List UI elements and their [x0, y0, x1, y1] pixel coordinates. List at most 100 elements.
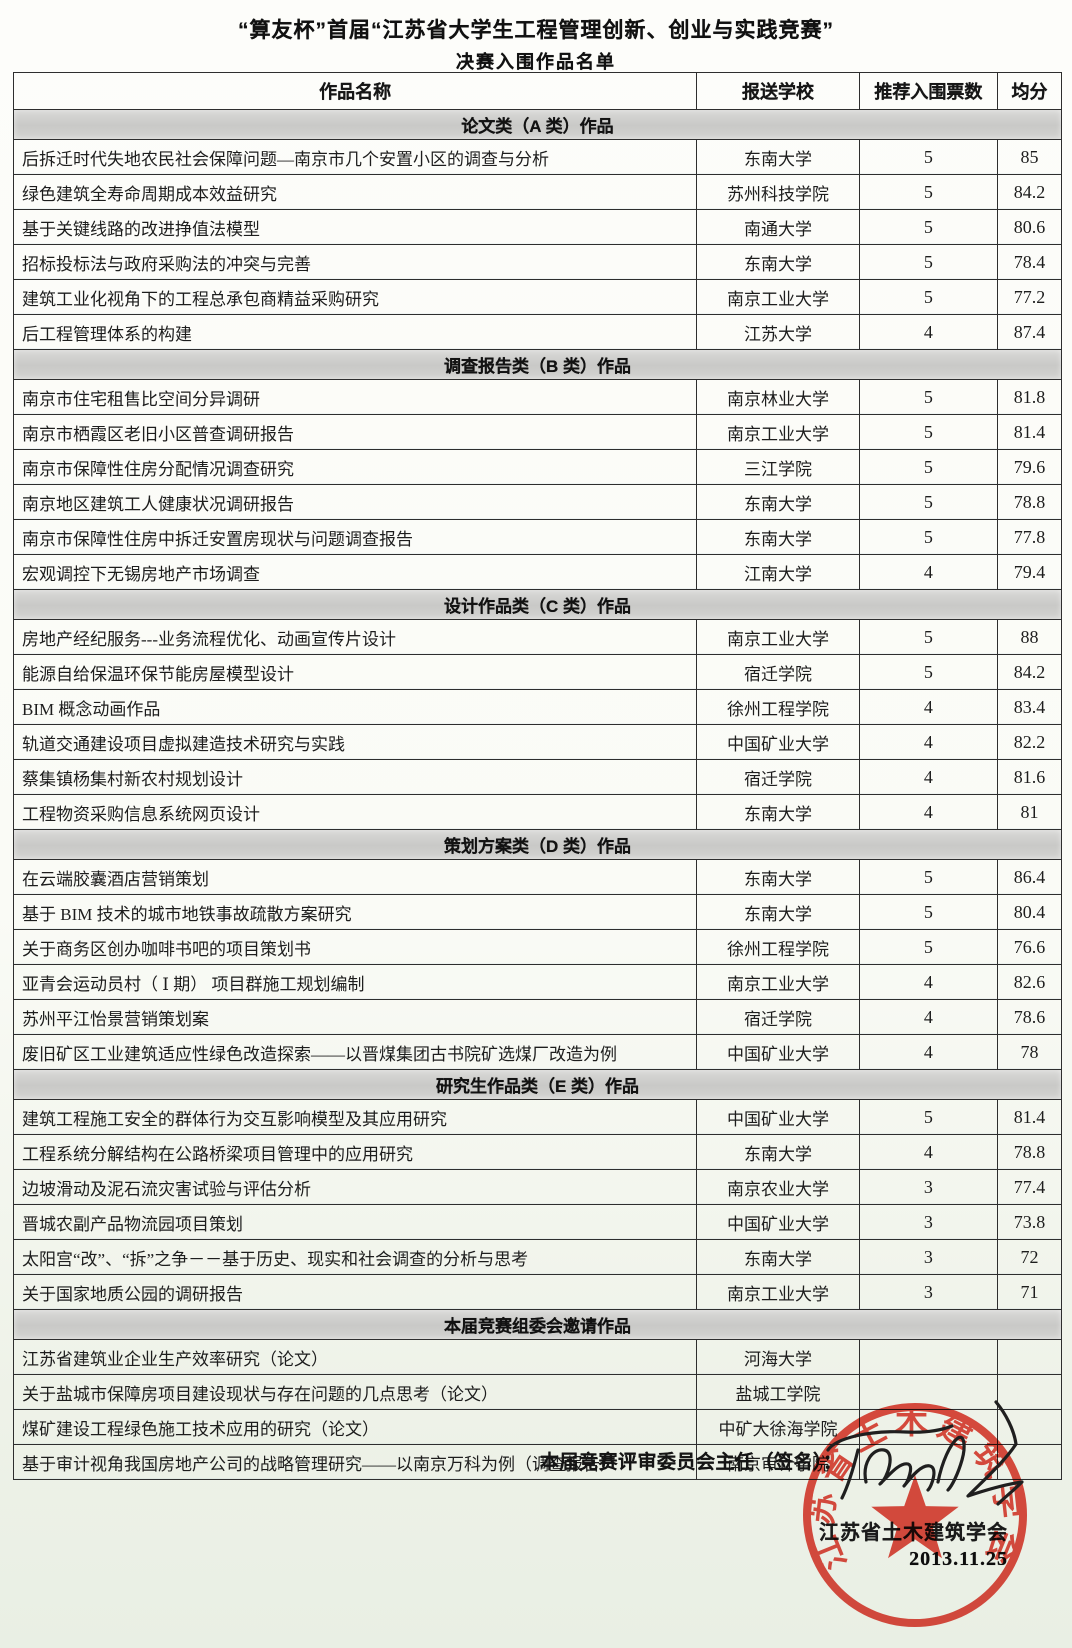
cell-score: 71: [997, 1274, 1062, 1310]
table-header-row: 作品名称 报送学校 推荐入围票数 均分: [12, 72, 1062, 110]
cell-title: 苏州平江怡景营销策划案: [12, 999, 698, 1035]
table-row: 边坡滑动及泥石流灾害试验与评估分析 南京农业大学 3 77.4: [12, 1169, 1062, 1205]
cell-school: 盐城工学院: [696, 1374, 860, 1410]
cell-title: 关于盐城市保障房项目建设现状与存在问题的几点思考（论文）: [12, 1374, 698, 1410]
cell-score: 85: [997, 139, 1062, 175]
table-row: 废旧矿区工业建筑适应性绿色改造探索——以晋煤集团古书院矿选煤厂改造为例 中国矿业大…: [12, 1034, 1062, 1070]
cell-score: 78.8: [997, 484, 1062, 520]
section-header-row: 策划方案类（D 类）作品: [13, 829, 1062, 860]
cell-school: 江南大学: [696, 554, 860, 590]
page-subtitle: 决赛入围作品名单: [456, 52, 616, 72]
table-row: 太阳宫“改”、“拆”之争－－基于历史、现实和社会调查的分析与思考 东南大学 3 72: [12, 1239, 1062, 1275]
cell-score: [997, 1374, 1062, 1410]
cell-score: 78.4: [997, 244, 1062, 280]
cell-title: 绿色建筑全寿命周期成本效益研究: [12, 174, 698, 210]
column-header-school: 报送学校: [696, 72, 860, 110]
issue-date: 2013.11.25: [909, 1548, 1008, 1570]
cell-votes: 5: [858, 619, 999, 655]
cell-score: 78: [997, 1034, 1062, 1070]
section-header-row: 研究生作品类（E 类）作品: [13, 1069, 1062, 1100]
cell-title: 在云端胶囊酒店营销策划: [12, 859, 698, 895]
cell-school: 东南大学: [696, 894, 860, 930]
table-row: 基于 BIM 技术的城市地铁事故疏散方案研究 东南大学 5 80.4: [12, 894, 1062, 930]
cell-votes: 4: [858, 554, 999, 590]
results-table: 作品名称 报送学校 推荐入围票数 均分 论文类（A 类）作品 后拆迁时代失地农民社…: [12, 72, 1062, 1480]
cell-school: 江苏大学: [696, 314, 860, 350]
table-row: 绿色建筑全寿命周期成本效益研究 苏州科技学院 5 84.2: [12, 174, 1062, 210]
sign-label: 本届竞赛评审委员会主任（签名）：: [540, 1452, 843, 1473]
cell-title: 工程物资采购信息系统网页设计: [12, 794, 698, 830]
cell-school: 中矿大徐海学院: [696, 1409, 860, 1445]
table-row: 建筑工程施工安全的群体行为交互影响模型及其应用研究 中国矿业大学 5 81.4: [12, 1099, 1062, 1135]
cell-votes: 5: [858, 484, 999, 520]
cell-school: 河海大学: [696, 1339, 860, 1375]
cell-title: 煤矿建设工程绿色施工技术应用的研究（论文）: [12, 1409, 698, 1445]
section-header-row: 论文类（A 类）作品: [13, 109, 1062, 140]
cell-school: 东南大学: [696, 1134, 860, 1170]
cell-score: 86.4: [997, 859, 1062, 895]
cell-votes: 5: [858, 139, 999, 175]
cell-school: 宿迁学院: [696, 759, 860, 795]
table-row: 能源自给保温环保节能房屋模型设计 宿迁学院 5 84.2: [12, 654, 1062, 690]
cell-score: 79.4: [997, 554, 1062, 590]
table-row: 江苏省建筑业企业生产效率研究（论文） 河海大学: [12, 1339, 1062, 1375]
cell-title: 边坡滑动及泥石流灾害试验与评估分析: [12, 1169, 698, 1205]
table-row: 工程系统分解结构在公路桥梁项目管理中的应用研究 东南大学 4 78.8: [12, 1134, 1062, 1170]
cell-title: 招标投标法与政府采购法的冲突与完善: [12, 244, 698, 280]
cell-title: 南京地区建筑工人健康状况调研报告: [12, 484, 698, 520]
table-row: 基于审计视角我国房地产公司的战略管理研究——以南京万科为例（调查报告） 南京审计学…: [12, 1444, 1062, 1480]
results-table-body: 论文类（A 类）作品 后拆迁时代失地农民社会保障问题—南京市几个安置小区的调查与分…: [12, 109, 1062, 1480]
cell-title: 关于商务区创办咖啡书吧的项目策划书: [12, 929, 698, 965]
cell-score: 84.2: [997, 174, 1062, 210]
table-row: 亚青会运动员村（ Ⅰ 期） 项目群施工规划编制 南京工业大学 4 82.6: [12, 964, 1062, 1000]
table-row: 南京市栖霞区老旧小区普查调研报告 南京工业大学 5 81.4: [12, 414, 1062, 450]
cell-title: 基于审计视角我国房地产公司的战略管理研究——以南京万科为例（调查报告）: [12, 1444, 698, 1480]
cell-school: 东南大学: [696, 244, 860, 280]
section-header: 本届竞赛组委会邀请作品: [13, 1309, 1062, 1340]
cell-title: 南京市保障性住房分配情况调查研究: [12, 449, 698, 485]
table-row: 建筑工业化视角下的工程总承包商精益采购研究 南京工业大学 5 77.2: [12, 279, 1062, 315]
table-row: 基于关键线路的改进挣值法模型 南通大学 5 80.6: [12, 209, 1062, 245]
table-row: 关于盐城市保障房项目建设现状与存在问题的几点思考（论文） 盐城工学院: [12, 1374, 1062, 1410]
cell-school: 宿迁学院: [696, 654, 860, 690]
cell-votes: 4: [858, 794, 999, 830]
cell-votes: 4: [858, 759, 999, 795]
cell-votes: 4: [858, 724, 999, 760]
cell-school: 东南大学: [696, 484, 860, 520]
cell-title: 轨道交通建设项目虚拟建造技术研究与实践: [12, 724, 698, 760]
cell-school: 苏州科技学院: [696, 174, 860, 210]
cell-school: 南京工业大学: [696, 414, 860, 450]
table-row: 轨道交通建设项目虚拟建造技术研究与实践 中国矿业大学 4 82.2: [12, 724, 1062, 760]
cell-votes: 4: [858, 999, 999, 1035]
cell-score: 73.8: [997, 1204, 1062, 1240]
cell-title: 南京市保障性住房中拆迁安置房现状与问题调查报告: [12, 519, 698, 555]
cell-title: 建筑工程施工安全的群体行为交互影响模型及其应用研究: [12, 1099, 698, 1135]
cell-score: [997, 1339, 1062, 1375]
cell-title: 太阳宫“改”、“拆”之争－－基于历史、现实和社会调查的分析与思考: [12, 1239, 698, 1275]
cell-score: 87.4: [997, 314, 1062, 350]
cell-score: 72: [997, 1239, 1062, 1275]
cell-school: 南京工业大学: [696, 1274, 860, 1310]
cell-votes: 4: [858, 314, 999, 350]
cell-votes: 4: [858, 689, 999, 725]
cell-school: 中国矿业大学: [696, 724, 860, 760]
table-row: 蔡集镇杨集村新农村规划设计 宿迁学院 4 81.6: [12, 759, 1062, 795]
table-row: 房地产经纪服务---业务流程优化、动画宣传片设计 南京工业大学 5 88: [12, 619, 1062, 655]
table-row: 南京市保障性住房中拆迁安置房现状与问题调查报告 东南大学 5 77.8: [12, 519, 1062, 555]
table-row: 宏观调控下无锡房地产市场调查 江南大学 4 79.4: [12, 554, 1062, 590]
cell-title: BIM 概念动画作品: [12, 689, 698, 725]
cell-school: 南京工业大学: [696, 964, 860, 1000]
table-row: 关于商务区创办咖啡书吧的项目策划书 徐州工程学院 5 76.6: [12, 929, 1062, 965]
cell-votes: 3: [858, 1169, 999, 1205]
cell-votes: 5: [858, 929, 999, 965]
cell-school: 东南大学: [696, 139, 860, 175]
cell-score: 81.4: [997, 1099, 1062, 1135]
column-header-title: 作品名称: [12, 72, 698, 110]
cell-votes: 3: [858, 1274, 999, 1310]
cell-score: 77.4: [997, 1169, 1062, 1205]
cell-score: 79.6: [997, 449, 1062, 485]
cell-votes: 5: [858, 519, 999, 555]
cell-title: 宏观调控下无锡房地产市场调查: [12, 554, 698, 590]
cell-score: 78.6: [997, 999, 1062, 1035]
cell-title: 基于关键线路的改进挣值法模型: [12, 209, 698, 245]
